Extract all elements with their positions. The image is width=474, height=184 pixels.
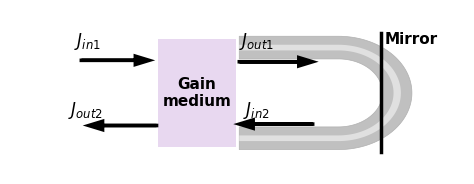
Bar xyxy=(158,39,236,147)
Polygon shape xyxy=(239,45,401,141)
Text: $\mathbf{\it{J}}_{in2}$: $\mathbf{\it{J}}_{in2}$ xyxy=(243,100,270,121)
Text: Mirror: Mirror xyxy=(384,32,438,47)
FancyArrow shape xyxy=(89,121,156,130)
Polygon shape xyxy=(239,36,412,150)
Text: $\mathbf{\it{J}}_{in1}$: $\mathbf{\it{J}}_{in1}$ xyxy=(74,31,101,52)
Text: Gain
medium: Gain medium xyxy=(163,77,231,109)
Text: $\mathbf{\it{J}}_{out1}$: $\mathbf{\it{J}}_{out1}$ xyxy=(239,31,274,52)
Text: $\mathbf{\it{J}}_{out2}$: $\mathbf{\it{J}}_{out2}$ xyxy=(68,100,103,121)
FancyArrow shape xyxy=(239,120,313,128)
FancyArrow shape xyxy=(82,56,149,65)
FancyArrow shape xyxy=(239,58,313,66)
